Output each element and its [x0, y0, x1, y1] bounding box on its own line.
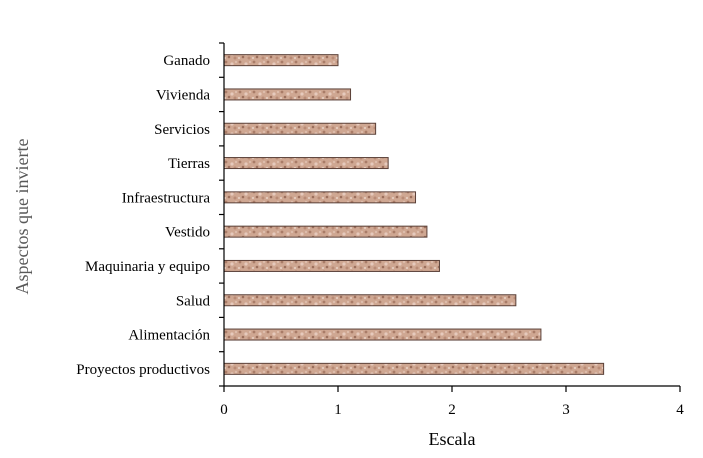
x-axis-ticks: [223, 386, 681, 392]
category-label: Tierras: [168, 156, 210, 172]
category-label: Infraestructura: [122, 190, 211, 206]
x-tick-labels: 0 1 2 3 4: [220, 402, 684, 418]
bar: [223, 328, 542, 341]
category-label: Servicios: [154, 122, 210, 138]
bars-group: [223, 54, 605, 375]
x-axis-title: Escala: [429, 429, 476, 449]
x-tick-label: 0: [220, 402, 228, 418]
x-tick-label: 4: [676, 402, 684, 418]
category-label: Ganado: [163, 53, 210, 69]
category-label: Alimentación: [128, 328, 210, 344]
bar: [223, 362, 605, 375]
category-label: Vestido: [165, 225, 210, 241]
bar: [223, 225, 428, 238]
category-label: Salud: [176, 293, 211, 309]
bar: [223, 157, 389, 170]
x-tick-label: 2: [448, 402, 456, 418]
bar: [223, 294, 517, 307]
category-label: Maquinaria y equipo: [85, 259, 210, 275]
bar: [223, 191, 417, 204]
y-axis-title: Aspectos que invierte: [12, 139, 32, 295]
bar: [223, 122, 377, 135]
category-labels: Ganado Vivienda Servicios Tierras Infraestru…: [76, 53, 210, 378]
x-tick-label: 1: [334, 402, 342, 418]
bar: [223, 259, 440, 272]
category-label: Proyectos productivos: [76, 362, 210, 378]
x-tick-label: 3: [562, 402, 570, 418]
bar: [223, 54, 339, 67]
category-label: Vivienda: [156, 87, 210, 103]
y-axis-ticks: [219, 42, 224, 387]
bar: [223, 88, 352, 101]
